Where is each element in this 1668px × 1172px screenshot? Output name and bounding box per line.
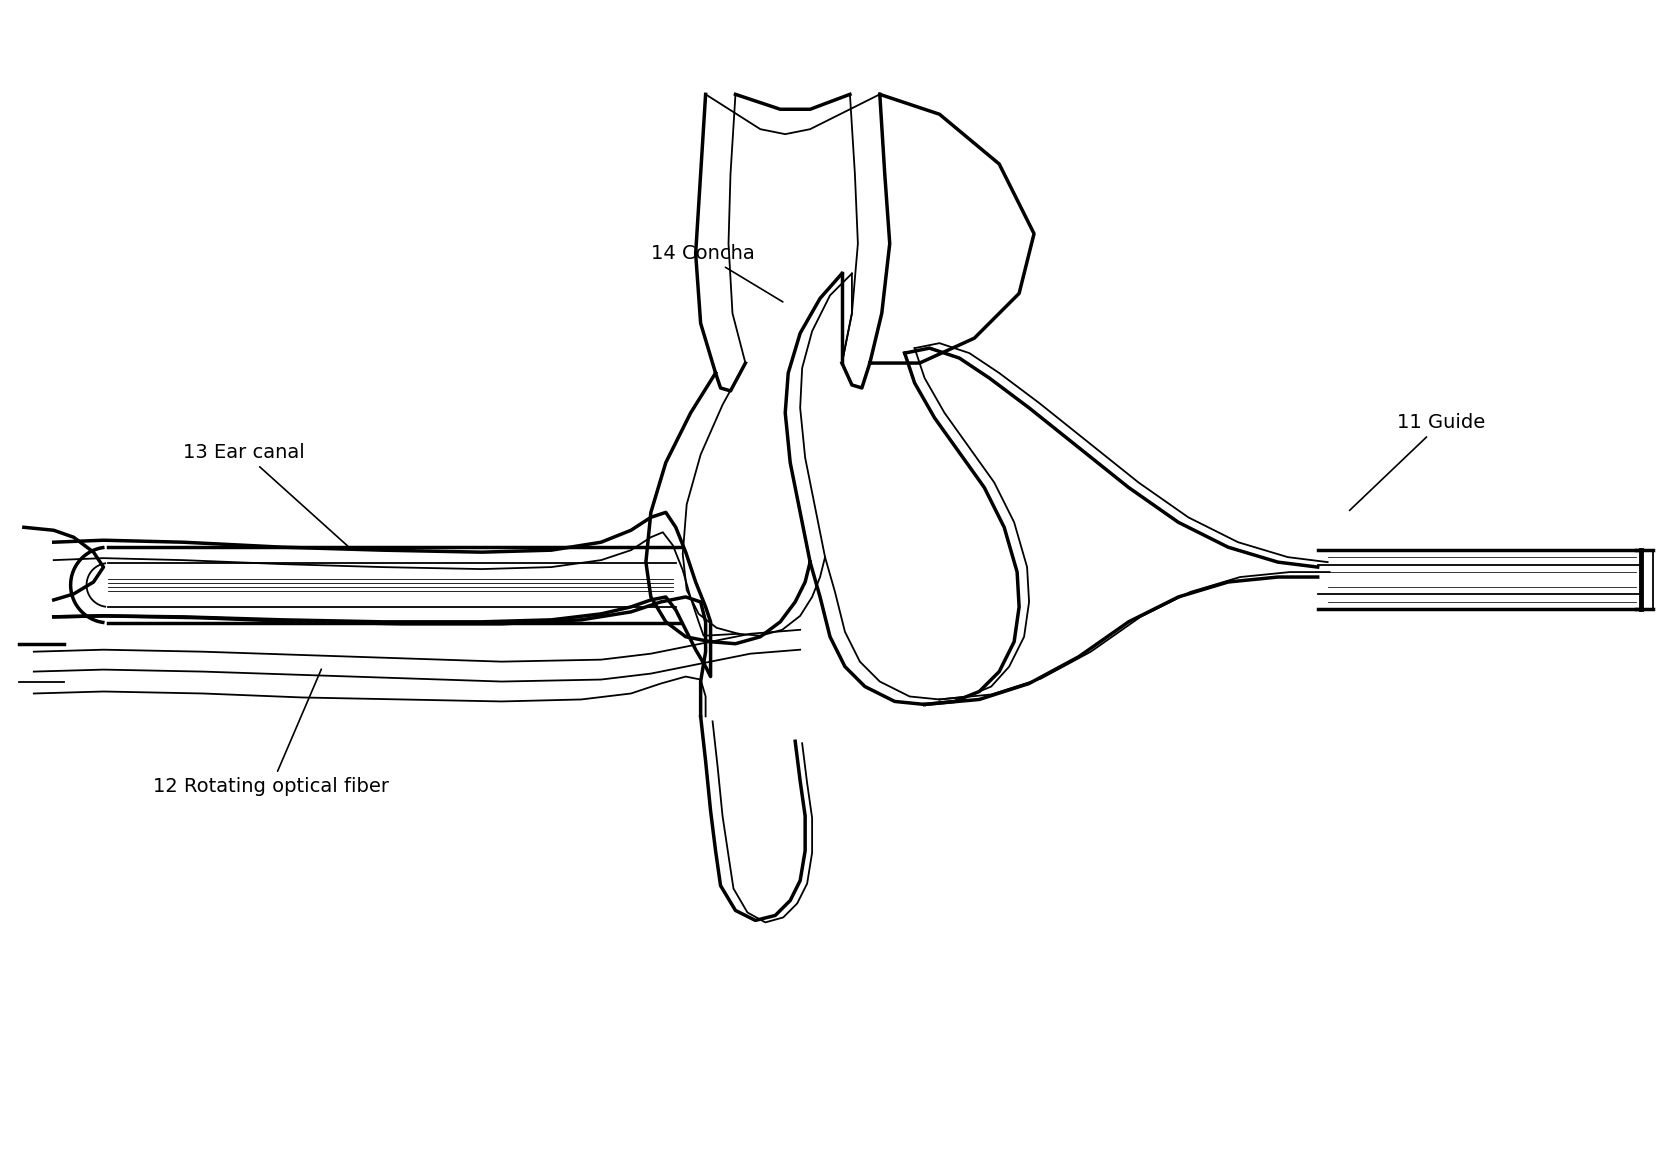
Text: 14 Concha: 14 Concha <box>651 244 782 302</box>
Text: 13 Ear canal: 13 Ear canal <box>183 443 350 548</box>
Text: 12 Rotating optical fiber: 12 Rotating optical fiber <box>153 669 389 796</box>
Text: 11 Guide: 11 Guide <box>1349 414 1486 511</box>
